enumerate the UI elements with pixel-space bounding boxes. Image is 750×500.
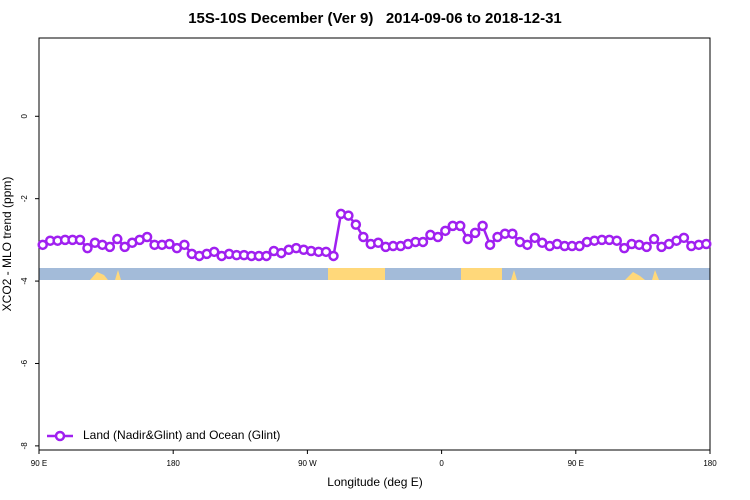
land-band xyxy=(115,270,121,280)
point xyxy=(678,232,690,244)
point xyxy=(372,237,384,249)
point xyxy=(611,235,623,246)
y-tick-label: -2 xyxy=(20,195,29,203)
point xyxy=(37,239,48,251)
point xyxy=(574,240,585,252)
series-line xyxy=(42,212,707,258)
land-band xyxy=(625,272,645,280)
x-tick-label: 90 E xyxy=(568,459,584,468)
point xyxy=(619,242,630,254)
point xyxy=(641,241,652,253)
point xyxy=(484,239,496,251)
point xyxy=(507,228,518,239)
point xyxy=(261,250,272,262)
point xyxy=(104,241,116,253)
point xyxy=(432,231,444,243)
point xyxy=(179,239,190,251)
point xyxy=(529,232,541,244)
point xyxy=(141,231,153,243)
land-ocean-band xyxy=(39,268,710,280)
x-tick-label: 90 W xyxy=(298,459,317,468)
point xyxy=(440,225,451,237)
point xyxy=(164,238,175,250)
point xyxy=(320,246,332,258)
point xyxy=(328,250,339,262)
y-tick-label: -6 xyxy=(20,359,29,367)
x-tick-label: 180 xyxy=(167,459,181,468)
point xyxy=(462,233,473,245)
land-band xyxy=(511,270,517,280)
land-band xyxy=(461,268,502,280)
x-tick-label: 0 xyxy=(439,459,444,468)
legend-label: Land (Nadir&Glint) and Ocean (Glint) xyxy=(83,428,280,442)
point xyxy=(74,234,86,246)
x-axis-label: Longitude (deg E) xyxy=(327,475,422,489)
land-band xyxy=(328,268,385,280)
point xyxy=(82,242,93,254)
point xyxy=(648,233,660,245)
point xyxy=(454,220,466,232)
point xyxy=(119,241,130,253)
point xyxy=(343,210,354,221)
y-tick-label: -4 xyxy=(20,277,29,285)
y-axis-label: XCO2 - MLO trend (ppm) xyxy=(0,177,14,312)
x-tick-label: 180 xyxy=(703,459,717,468)
point xyxy=(522,239,533,251)
y-tick-label: 0 xyxy=(20,114,29,119)
point xyxy=(477,220,488,232)
point xyxy=(417,236,429,248)
x-tick-label: 90 E xyxy=(31,459,47,468)
point xyxy=(701,238,712,250)
point xyxy=(208,246,220,258)
legend-marker xyxy=(54,430,66,442)
y-tick-label: -8 xyxy=(20,442,29,450)
point xyxy=(469,227,481,239)
chart-title: 15S-10S December (Ver 9) 2014-09-06 to 2… xyxy=(188,10,562,27)
point xyxy=(350,219,362,230)
land-band xyxy=(90,272,108,280)
point xyxy=(358,231,369,243)
point xyxy=(112,233,123,245)
land-band xyxy=(652,270,659,280)
